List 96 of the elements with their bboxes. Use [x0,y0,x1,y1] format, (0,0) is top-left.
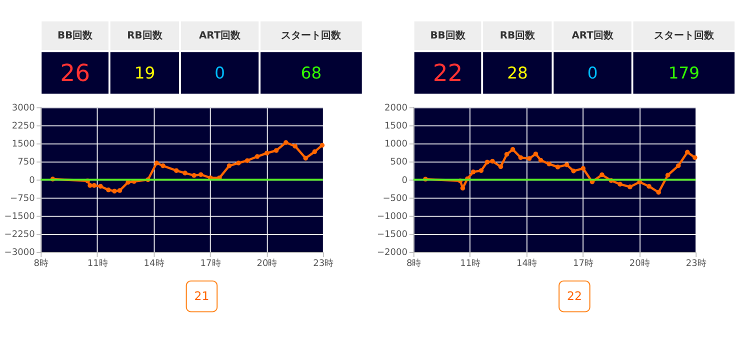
point [533,152,538,156]
point [618,182,622,187]
point [692,155,698,160]
text: スタート回数 [654,30,715,42]
point [478,168,484,174]
y-tick-label: −1500 [376,230,408,240]
point [192,173,196,178]
x-tick-label: 8時 [406,258,422,270]
point [580,166,586,171]
text: 68 [300,63,322,82]
point [555,164,560,170]
x-tick-label: 8時 [34,258,49,270]
point [303,156,308,161]
y-tick-label: 1500 [384,122,408,132]
y-tick-label: 750 [18,158,36,168]
point [174,168,179,174]
text: 21 [194,288,210,303]
text: BB回数 [430,30,466,42]
point [685,150,690,155]
text: ART回数 [198,30,242,42]
point [182,170,188,176]
x-tick-label: 17時 [200,258,221,270]
x-tick-label: 14時 [516,258,538,270]
point [264,150,270,156]
point [226,163,232,168]
y-tick-label: 1000 [384,140,408,150]
text: ART回数 [572,30,614,42]
point [564,162,570,168]
point [320,142,325,148]
text: スタート回数 [281,30,342,42]
point [274,148,279,153]
point [628,184,632,190]
point [490,158,495,164]
x-tick-label: 14時 [144,258,164,270]
y-tick-label: −1000 [376,212,408,222]
y-tick-label: −750 [10,194,36,204]
point [106,188,111,192]
point [312,149,318,154]
x-tick-label: 17時 [572,258,594,270]
point [112,188,117,194]
point [510,147,516,152]
y-tick-label: 2250 [12,122,36,132]
y-tick-label: −1500 [4,212,36,222]
point [484,160,490,165]
text: 19 [134,63,156,82]
point [154,160,160,166]
point [98,184,103,189]
text: 26 [60,59,90,88]
point [88,183,92,188]
text: BB回数 [58,30,94,42]
x-tick-label: 11時 [460,258,481,270]
point [676,163,681,168]
point [571,168,576,174]
text: RB回数 [500,30,536,42]
text: 0 [587,63,598,82]
text: 22 [432,59,463,88]
point [546,162,552,166]
point [470,169,476,174]
x-tick-label: 23時 [686,258,706,270]
point [283,140,288,145]
text: RB回数 [127,30,164,42]
y-tick-label: 0 [29,176,36,186]
text: 179 [668,63,700,82]
y-tick-label: 500 [390,158,408,168]
point [117,188,122,193]
point [254,154,260,159]
x-tick-label: 23時 [313,258,334,270]
y-tick-label: 3000 [12,103,36,114]
x-tick-label: 20時 [629,258,650,270]
point [498,164,504,170]
point [198,172,204,177]
text: 28 [507,63,528,82]
y-tick-label: 0 [402,176,408,186]
point [656,190,661,195]
y-tick-label: 2000 [384,103,408,114]
point [236,160,241,166]
point [518,155,524,160]
point [244,158,250,163]
y-tick-label: −500 [382,194,408,204]
y-tick-label: 1500 [12,140,36,150]
x-tick-label: 20時 [256,258,278,270]
point [600,172,604,178]
text: 0 [214,63,226,82]
point [504,152,510,157]
x-tick-label: 11時 [87,258,108,270]
y-tick-label: −3000 [4,248,36,258]
y-tick-label: −2000 [376,248,408,258]
point [538,158,544,163]
y-tick-label: −2250 [4,230,36,240]
point [526,156,532,161]
point [92,183,97,188]
text: 22 [566,288,582,303]
point [665,172,670,178]
point [646,184,652,189]
point [292,144,298,149]
point [160,163,166,168]
